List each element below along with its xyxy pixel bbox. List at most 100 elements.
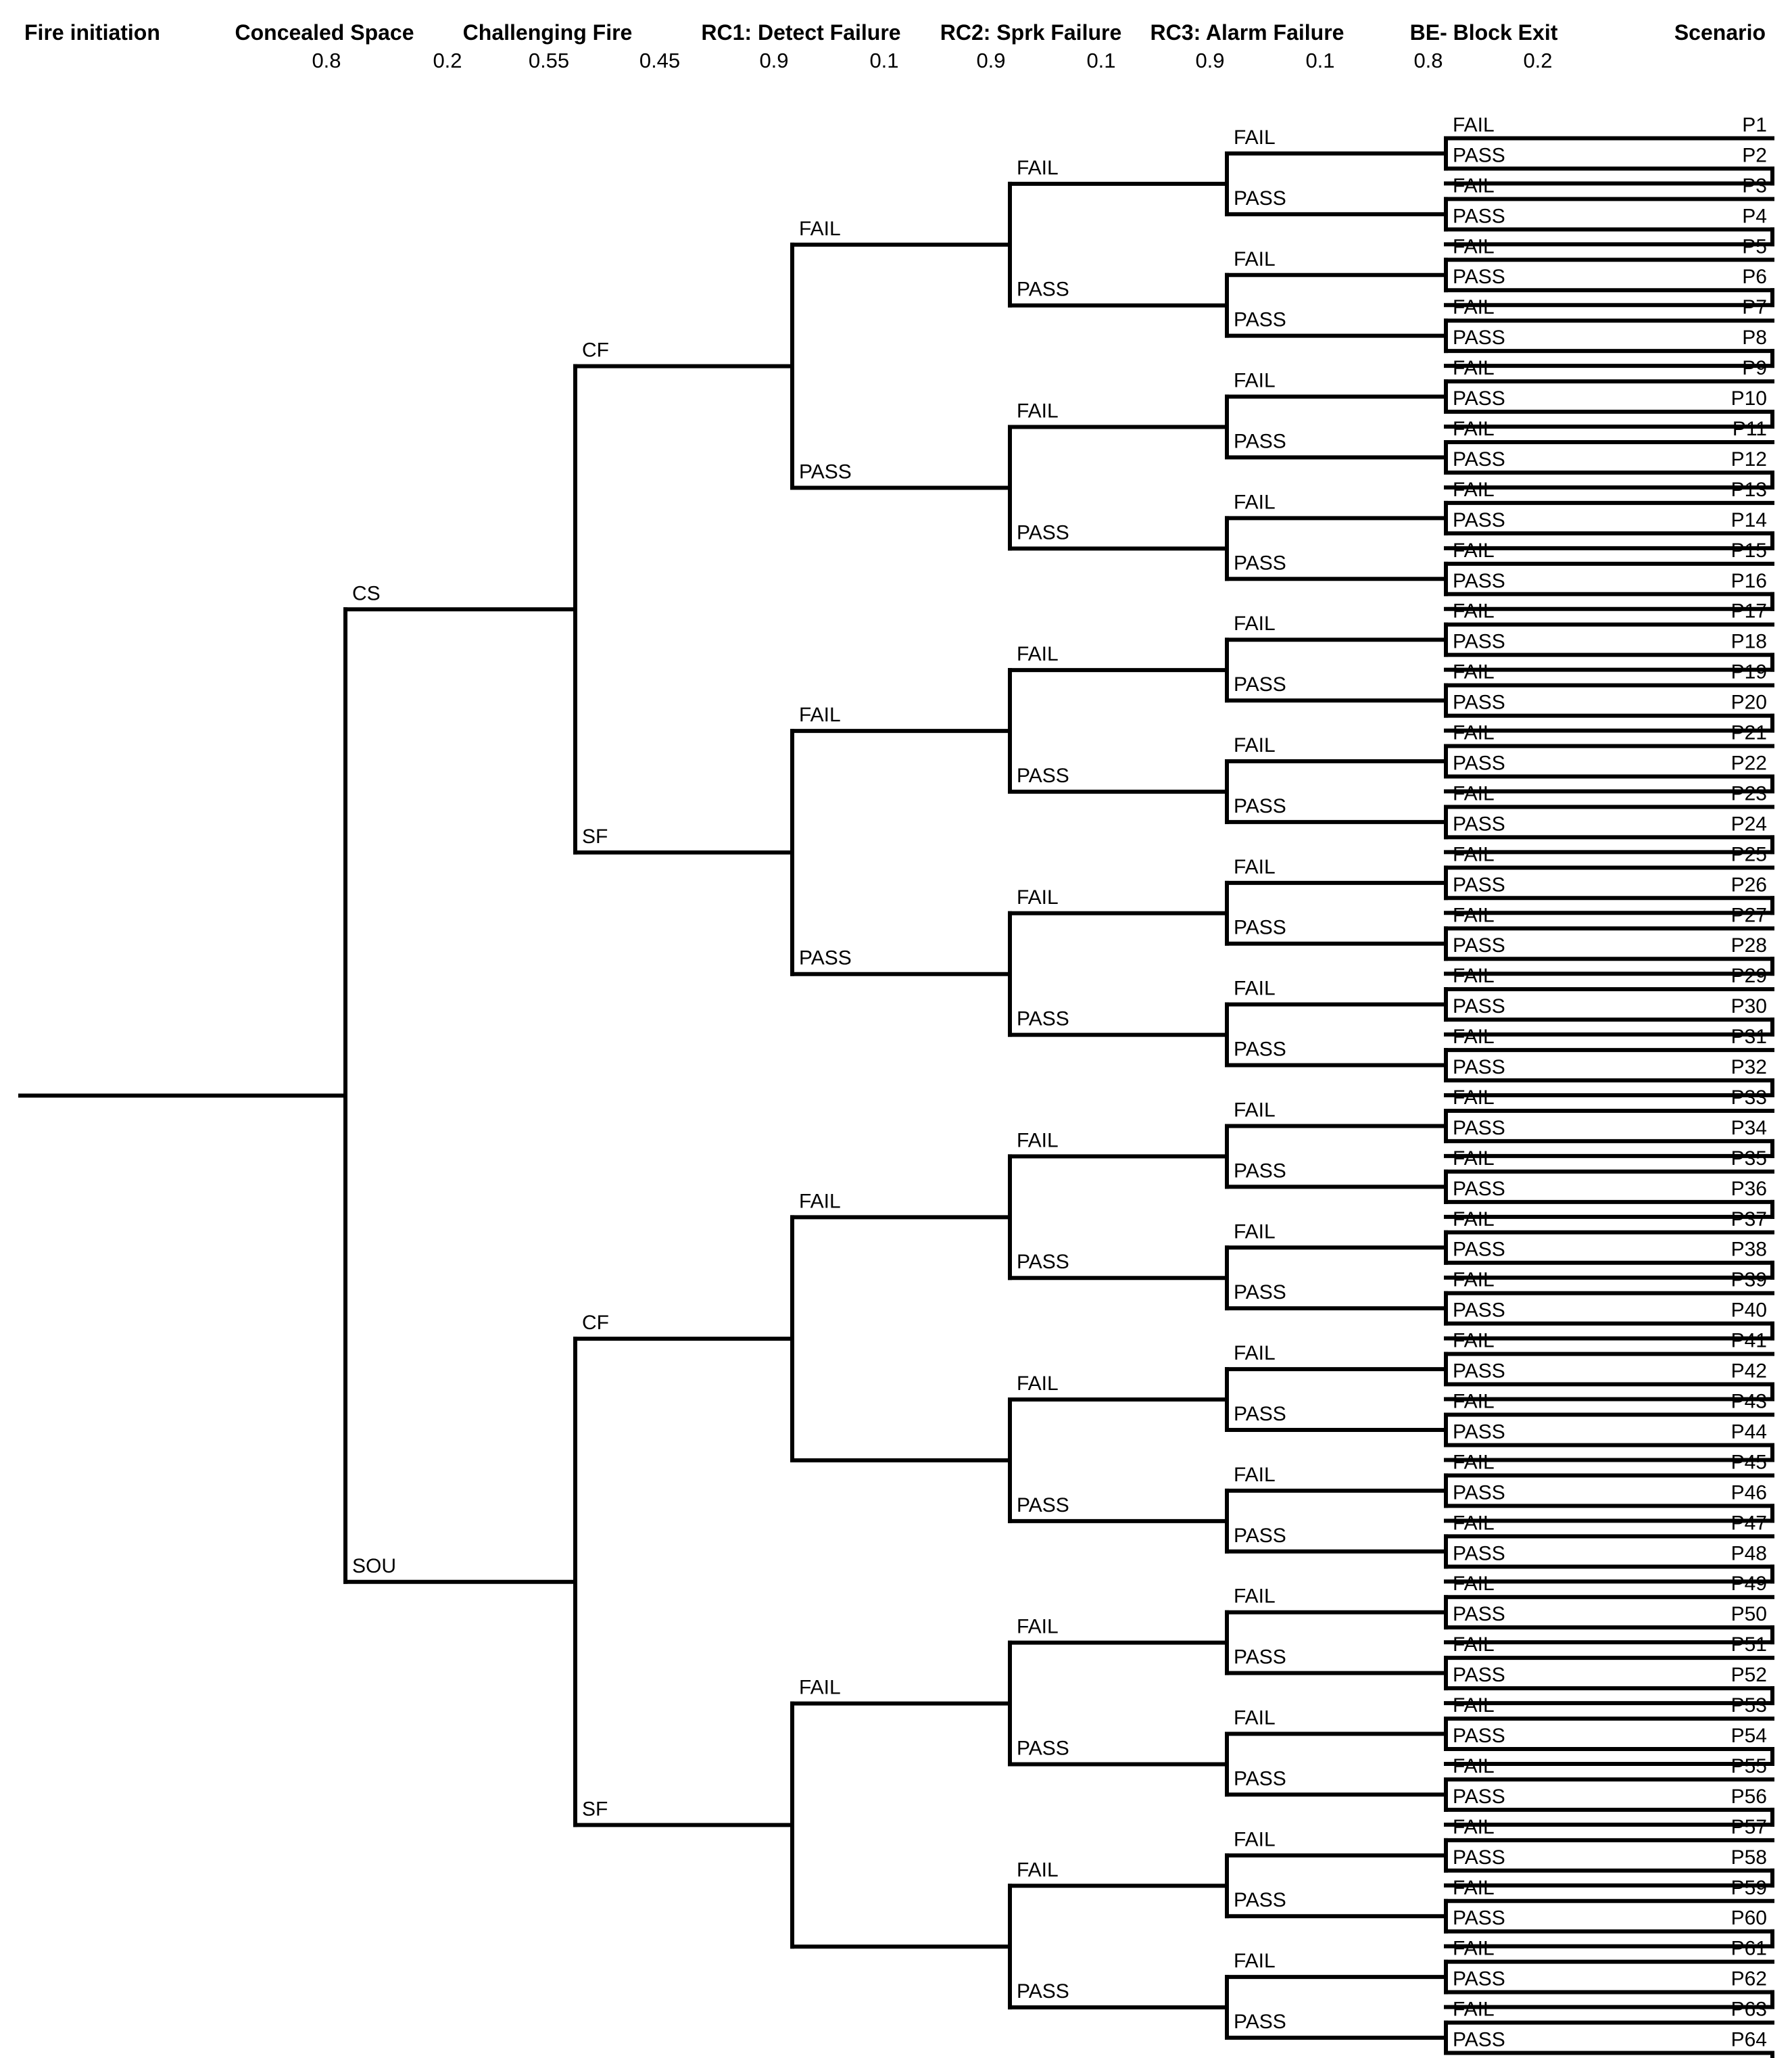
branch-label-fail: FAIL [1017, 643, 1059, 665]
scenario-label: P52 [1731, 1664, 1767, 1686]
branch-label-pass: PASS [799, 460, 852, 483]
scenario-label: P7 [1742, 296, 1767, 318]
branch-label-pass: PASS [1234, 2011, 1286, 2033]
scenario-label: P4 [1742, 205, 1767, 227]
branch-label-fail: FAIL [1234, 613, 1276, 635]
branch-label-fail: FAIL [1234, 1220, 1276, 1243]
branch-label-pass: PASS [1453, 692, 1505, 714]
branch-label-pass: PASS [1453, 509, 1505, 531]
branch-label-pass: PASS [1453, 934, 1505, 957]
branch-label-fail: FAIL [1234, 1585, 1276, 1608]
prob-rc3-fail: 0.9 [1195, 49, 1225, 72]
branch-label-fail: FAIL [1453, 1694, 1495, 1717]
branch-label-pass: PASS [1453, 2029, 1505, 2051]
branch-label-fail: FAIL [799, 1677, 841, 1699]
branch-label-fail: FAIL [1453, 1269, 1495, 1291]
branch-label-pass: PASS [1234, 309, 1286, 331]
branch-label-fail: FAIL [1453, 235, 1495, 258]
branch-label-pass: PASS [1234, 917, 1286, 939]
prob-rc2-pass: 0.1 [1086, 49, 1116, 72]
branch-label-fail: FAIL [1234, 1342, 1276, 1364]
scenario-label: P13 [1731, 479, 1767, 501]
branch-label-pass: PASS [1234, 552, 1286, 574]
scenario-label: P47 [1731, 1512, 1767, 1534]
branch-label-fail: FAIL [1017, 1616, 1059, 1638]
scenario-label: P2 [1742, 144, 1767, 166]
header-challenging-fire: Challenging Fire [462, 20, 633, 45]
prob-rc1-pass: 0.1 [869, 49, 899, 72]
scenario-label: P44 [1731, 1420, 1767, 1443]
scenario-label: P49 [1731, 1573, 1767, 1595]
scenario-label: P12 [1731, 448, 1767, 471]
column-header-row: Fire initiation Concealed Space Challeng… [0, 0, 1792, 81]
branch-label-pass: PASS [1234, 187, 1286, 210]
branch-label-pass: PASS [1453, 1420, 1505, 1443]
scenario-label: P21 [1731, 722, 1767, 744]
branch-label-pass: PASS [1453, 1907, 1505, 1930]
header-be-block-exit: BE- Block Exit [1409, 20, 1558, 45]
scenario-label: P46 [1731, 1481, 1767, 1504]
branch-label-fail: FAIL [1453, 1451, 1495, 1473]
scenario-label: P6 [1742, 266, 1767, 288]
branch-label-pass: PASS [1453, 570, 1505, 592]
scenario-label: P57 [1731, 1816, 1767, 1838]
branch-label-fail: FAIL [1234, 856, 1276, 878]
header-rc2-sprk-failure: RC2: Sprk Failure [940, 20, 1122, 45]
branch-label-fail: FAIL [1453, 1086, 1495, 1109]
branch-label-fail: FAIL [1453, 1208, 1495, 1230]
branch-label-fail: FAIL [1453, 1755, 1495, 1777]
scenario-label: P64 [1731, 2029, 1767, 2051]
branch-label-fail: FAIL [1017, 1129, 1059, 1151]
scenario-label: P58 [1731, 1846, 1767, 1869]
branch-label-pass: PASS [1017, 1008, 1069, 1030]
branch-label-fail: FAIL [1453, 1026, 1495, 1048]
branch-label-fail: FAIL [1453, 600, 1495, 623]
scenario-label: P42 [1731, 1360, 1767, 1383]
branch-label-pass: PASS [1453, 1603, 1505, 1625]
branch-label-cf: CF [582, 1312, 609, 1334]
branch-label-pass: PASS [1453, 144, 1505, 166]
scenario-label: P3 [1742, 174, 1767, 197]
prob-rc1-fail: 0.9 [759, 49, 789, 72]
branch-label-pass: PASS [1453, 1846, 1505, 1869]
branch-label-fail: FAIL [1234, 1464, 1276, 1486]
scenario-label: P20 [1731, 692, 1767, 714]
scenario-label: P48 [1731, 1542, 1767, 1564]
branch-label-pass: PASS [1453, 1664, 1505, 1686]
scenario-label: P63 [1731, 1999, 1767, 2021]
scenario-label: P55 [1731, 1755, 1767, 1777]
branch-label-fail: FAIL [1453, 357, 1495, 379]
scenario-label: P53 [1731, 1694, 1767, 1717]
branch-label-pass: PASS [1453, 1968, 1505, 1990]
scenario-label: P30 [1731, 995, 1767, 1018]
prob-concealed-space-no: 0.2 [433, 49, 462, 72]
scenario-label: P36 [1731, 1178, 1767, 1200]
branch-label-pass: PASS [1017, 1980, 1069, 2003]
branch-label-pass: PASS [1234, 795, 1286, 817]
branch-label-pass: PASS [1234, 1159, 1286, 1182]
prob-challenging-fire-yes: 0.55 [528, 49, 570, 72]
branch-label-fail: FAIL [1453, 1512, 1495, 1534]
scenario-label: P37 [1731, 1208, 1767, 1230]
branch-label-pass: PASS [1234, 673, 1286, 696]
branch-label-fail: FAIL [1453, 1573, 1495, 1595]
branch-label-pass: PASS [1234, 1403, 1286, 1425]
branch-label-pass: PASS [1453, 631, 1505, 653]
scenario-label: P23 [1731, 782, 1767, 805]
branch-label-pass: PASS [1453, 874, 1505, 896]
branch-label-fail: FAIL [1234, 248, 1276, 270]
scenario-label: P40 [1731, 1299, 1767, 1322]
branch-label-fail: FAIL [1453, 904, 1495, 926]
prob-challenging-fire-no: 0.45 [639, 49, 681, 72]
branch-label-fail: FAIL [1453, 174, 1495, 197]
branch-label-pass: PASS [1453, 1117, 1505, 1139]
branch-label-pass: PASS [1234, 1525, 1286, 1547]
branch-label-cs: CS [352, 582, 381, 604]
branch-label-pass: PASS [1234, 1281, 1286, 1303]
scenario-label: P19 [1731, 661, 1767, 684]
branch-label-pass: PASS [1453, 1299, 1505, 1322]
branch-label-fail: FAIL [1453, 843, 1495, 865]
branch-label-fail: FAIL [1017, 400, 1059, 423]
branch-label-fail: FAIL [1234, 734, 1276, 757]
branch-label-sou: SOU [352, 1555, 396, 1577]
